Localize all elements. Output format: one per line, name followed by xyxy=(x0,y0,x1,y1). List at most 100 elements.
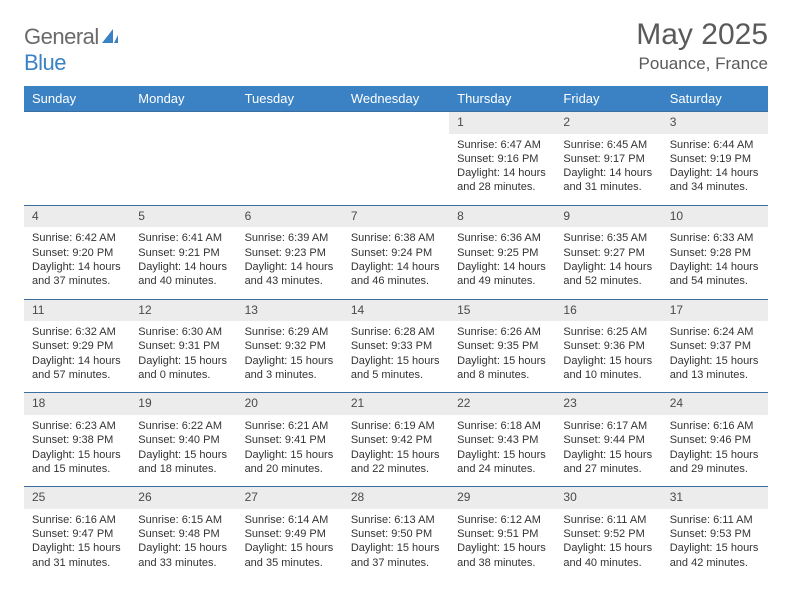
day-number-cell: 1 xyxy=(449,112,555,134)
sunrise-text: Sunrise: 6:16 AM xyxy=(670,419,760,433)
sunrise-text: Sunrise: 6:15 AM xyxy=(138,513,228,527)
sunrise-text: Sunrise: 6:42 AM xyxy=(32,231,122,245)
calendar-table: Sunday Monday Tuesday Wednesday Thursday… xyxy=(24,86,768,580)
day-detail-cell: Sunrise: 6:17 AMSunset: 9:44 PMDaylight:… xyxy=(555,415,661,487)
daylight-text-2: and 46 minutes. xyxy=(351,274,441,288)
sunset-text: Sunset: 9:31 PM xyxy=(138,339,228,353)
daylight-text-2: and 33 minutes. xyxy=(138,556,228,570)
location-label: Pouance, France xyxy=(636,54,768,74)
daylight-text-2: and 40 minutes. xyxy=(138,274,228,288)
dayname: Thursday xyxy=(449,86,555,112)
day-number-cell: 15 xyxy=(449,299,555,321)
sunset-text: Sunset: 9:21 PM xyxy=(138,246,228,260)
daylight-text-2: and 24 minutes. xyxy=(457,462,547,476)
day-number-cell: 18 xyxy=(24,393,130,415)
daylight-text-2: and 43 minutes. xyxy=(245,274,335,288)
daylight-text-1: Daylight: 15 hours xyxy=(670,448,760,462)
day-number-cell: 8 xyxy=(449,205,555,227)
dayname: Saturday xyxy=(662,86,768,112)
sunrise-text: Sunrise: 6:19 AM xyxy=(351,419,441,433)
sunrise-text: Sunrise: 6:32 AM xyxy=(32,325,122,339)
day-number-cell: 21 xyxy=(343,393,449,415)
daylight-text-2: and 37 minutes. xyxy=(351,556,441,570)
daylight-text-2: and 28 minutes. xyxy=(457,180,547,194)
daylight-text-2: and 22 minutes. xyxy=(351,462,441,476)
daylight-text-1: Daylight: 15 hours xyxy=(670,541,760,555)
daylight-text-2: and 35 minutes. xyxy=(245,556,335,570)
sunrise-text: Sunrise: 6:30 AM xyxy=(138,325,228,339)
day-number-cell: 14 xyxy=(343,299,449,321)
day-number-cell: 27 xyxy=(237,487,343,509)
sunset-text: Sunset: 9:40 PM xyxy=(138,433,228,447)
daylight-text-1: Daylight: 15 hours xyxy=(563,354,653,368)
day-detail-cell: Sunrise: 6:11 AMSunset: 9:53 PMDaylight:… xyxy=(662,509,768,580)
daylight-text-1: Daylight: 14 hours xyxy=(457,166,547,180)
daylight-text-1: Daylight: 14 hours xyxy=(351,260,441,274)
sunrise-text: Sunrise: 6:21 AM xyxy=(245,419,335,433)
daylight-text-2: and 15 minutes. xyxy=(32,462,122,476)
sunrise-text: Sunrise: 6:25 AM xyxy=(563,325,653,339)
day-number-cell: 12 xyxy=(130,299,236,321)
day-detail-cell: Sunrise: 6:24 AMSunset: 9:37 PMDaylight:… xyxy=(662,321,768,393)
day-number-cell: 30 xyxy=(555,487,661,509)
daylight-text-2: and 18 minutes. xyxy=(138,462,228,476)
sunset-text: Sunset: 9:48 PM xyxy=(138,527,228,541)
detail-row: Sunrise: 6:47 AMSunset: 9:16 PMDaylight:… xyxy=(24,134,768,206)
daylight-text-1: Daylight: 15 hours xyxy=(457,354,547,368)
daylight-text-2: and 13 minutes. xyxy=(670,368,760,382)
daylight-text-2: and 31 minutes. xyxy=(563,180,653,194)
day-detail-cell: Sunrise: 6:23 AMSunset: 9:38 PMDaylight:… xyxy=(24,415,130,487)
daynum-row: 25262728293031 xyxy=(24,487,768,509)
day-detail-cell: Sunrise: 6:45 AMSunset: 9:17 PMDaylight:… xyxy=(555,134,661,206)
sunset-text: Sunset: 9:23 PM xyxy=(245,246,335,260)
sunrise-text: Sunrise: 6:29 AM xyxy=(245,325,335,339)
day-detail-cell: Sunrise: 6:38 AMSunset: 9:24 PMDaylight:… xyxy=(343,227,449,299)
day-detail-cell: Sunrise: 6:32 AMSunset: 9:29 PMDaylight:… xyxy=(24,321,130,393)
sunrise-text: Sunrise: 6:28 AM xyxy=(351,325,441,339)
day-detail-cell xyxy=(130,134,236,206)
daylight-text-2: and 40 minutes. xyxy=(563,556,653,570)
day-detail-cell: Sunrise: 6:15 AMSunset: 9:48 PMDaylight:… xyxy=(130,509,236,580)
day-detail-cell: Sunrise: 6:11 AMSunset: 9:52 PMDaylight:… xyxy=(555,509,661,580)
daylight-text-1: Daylight: 14 hours xyxy=(670,166,760,180)
day-number-cell: 29 xyxy=(449,487,555,509)
day-detail-cell: Sunrise: 6:21 AMSunset: 9:41 PMDaylight:… xyxy=(237,415,343,487)
daylight-text-1: Daylight: 15 hours xyxy=(32,541,122,555)
day-number-cell xyxy=(237,112,343,134)
day-number-cell: 24 xyxy=(662,393,768,415)
sunset-text: Sunset: 9:24 PM xyxy=(351,246,441,260)
daylight-text-2: and 57 minutes. xyxy=(32,368,122,382)
sunset-text: Sunset: 9:20 PM xyxy=(32,246,122,260)
daylight-text-2: and 42 minutes. xyxy=(670,556,760,570)
day-number-cell: 23 xyxy=(555,393,661,415)
sunset-text: Sunset: 9:38 PM xyxy=(32,433,122,447)
day-number-cell: 4 xyxy=(24,205,130,227)
sunset-text: Sunset: 9:42 PM xyxy=(351,433,441,447)
day-detail-cell: Sunrise: 6:29 AMSunset: 9:32 PMDaylight:… xyxy=(237,321,343,393)
day-number-cell xyxy=(24,112,130,134)
day-detail-cell xyxy=(24,134,130,206)
sunset-text: Sunset: 9:41 PM xyxy=(245,433,335,447)
sunrise-text: Sunrise: 6:44 AM xyxy=(670,138,760,152)
daylight-text-1: Daylight: 15 hours xyxy=(670,354,760,368)
day-detail-cell: Sunrise: 6:28 AMSunset: 9:33 PMDaylight:… xyxy=(343,321,449,393)
daylight-text-1: Daylight: 14 hours xyxy=(32,260,122,274)
day-number-cell: 3 xyxy=(662,112,768,134)
day-detail-cell: Sunrise: 6:44 AMSunset: 9:19 PMDaylight:… xyxy=(662,134,768,206)
daynum-row: 123 xyxy=(24,112,768,134)
detail-row: Sunrise: 6:16 AMSunset: 9:47 PMDaylight:… xyxy=(24,509,768,580)
dayname: Wednesday xyxy=(343,86,449,112)
day-number-cell: 31 xyxy=(662,487,768,509)
logo-word-1: General xyxy=(24,24,99,49)
detail-row: Sunrise: 6:42 AMSunset: 9:20 PMDaylight:… xyxy=(24,227,768,299)
day-detail-cell: Sunrise: 6:35 AMSunset: 9:27 PMDaylight:… xyxy=(555,227,661,299)
sunrise-text: Sunrise: 6:18 AM xyxy=(457,419,547,433)
sunset-text: Sunset: 9:53 PM xyxy=(670,527,760,541)
daylight-text-2: and 3 minutes. xyxy=(245,368,335,382)
daylight-text-2: and 54 minutes. xyxy=(670,274,760,288)
day-number-cell: 2 xyxy=(555,112,661,134)
sunset-text: Sunset: 9:37 PM xyxy=(670,339,760,353)
daylight-text-2: and 5 minutes. xyxy=(351,368,441,382)
day-detail-cell: Sunrise: 6:26 AMSunset: 9:35 PMDaylight:… xyxy=(449,321,555,393)
day-number-cell: 5 xyxy=(130,205,236,227)
